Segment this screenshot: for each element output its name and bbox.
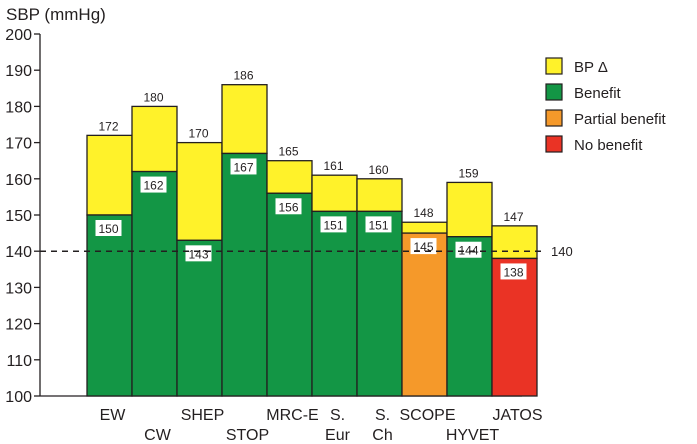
- bar-achieved-value-label: 167: [233, 160, 253, 174]
- y-tick-label: 150: [5, 208, 32, 225]
- y-tick-label: 130: [5, 280, 32, 297]
- y-tick-label: 140: [5, 244, 32, 261]
- y-tick-label: 110: [6, 353, 32, 370]
- y-tick-label: 100: [5, 389, 32, 406]
- achieved-label-box: [230, 158, 257, 175]
- bar-achieved: [401, 232, 448, 397]
- bar-bp-delta: [86, 134, 133, 216]
- achieved-label-box: [140, 176, 167, 193]
- bar-top-value-label: 165: [278, 145, 298, 159]
- x-tick-label: S.: [330, 407, 345, 424]
- bar-bp-delta: [491, 225, 538, 260]
- bar-achieved: [356, 210, 403, 397]
- x-tick-label: Ch: [372, 427, 392, 444]
- x-tick-label: CW: [144, 427, 172, 444]
- legend: BP Δ Benefit Partial benefit No benefit: [545, 57, 667, 154]
- bar-achieved-value-label: 143: [188, 247, 208, 261]
- legend-swatch: [545, 135, 563, 153]
- bar-achieved: [311, 210, 358, 397]
- legend-swatch: [545, 57, 563, 75]
- bar-achieved-value-label: 151: [368, 218, 388, 232]
- bar-top-value-label: 161: [323, 159, 343, 173]
- bar-top-value-label: 148: [413, 206, 433, 220]
- bar-achieved-value-label: 150: [98, 222, 118, 236]
- bar-top-value-label: 147: [503, 210, 523, 224]
- x-tick-label: SCOPE: [399, 407, 455, 424]
- bar-achieved-value-label: 138: [503, 265, 523, 279]
- achieved-label-box: [185, 245, 212, 262]
- bar-bp-delta: [176, 141, 223, 241]
- achieved-label-box: [95, 220, 122, 236]
- achieved-label-box: [365, 216, 392, 233]
- y-tick-label: 190: [5, 63, 32, 80]
- bar-top-value-label: 170: [188, 127, 208, 141]
- bar-achieved-value-label: 144: [458, 244, 478, 258]
- x-tick-label: JATOS: [492, 407, 542, 424]
- bar-achieved: [176, 239, 223, 397]
- x-tick-label: MRC-E: [266, 407, 318, 424]
- legend-label: BP Δ: [574, 59, 608, 76]
- achieved-label-box: [275, 198, 302, 215]
- legend-label: Partial benefit: [574, 111, 667, 128]
- bar-bp-delta: [131, 105, 178, 173]
- bar-top-value-label: 172: [98, 119, 118, 133]
- y-axis-ticks: 100 110 120 130 140 150 160 170 180 190 200: [5, 27, 40, 406]
- bar-achieved-value-label: 151: [323, 218, 343, 232]
- y-tick-label: 170: [5, 136, 32, 153]
- y-tick-label: 200: [5, 27, 32, 44]
- achieved-label-box: [320, 216, 347, 233]
- x-tick-label: S.: [375, 407, 390, 424]
- bar-achieved: [446, 236, 493, 397]
- bar-achieved-value-label: 162: [143, 179, 163, 193]
- x-tick-label: STOP: [226, 427, 269, 444]
- y-axis-title: SBP (mmHg): [6, 5, 106, 24]
- achieved-label-box: [455, 241, 482, 258]
- bar-bp-delta: [266, 160, 313, 194]
- legend-swatch: [545, 109, 563, 127]
- bar-bp-delta: [311, 174, 358, 213]
- bar-achieved: [491, 257, 538, 397]
- legend-label: No benefit: [574, 137, 643, 154]
- legend-label: Benefit: [574, 85, 622, 102]
- bar-top-value-label: 159: [458, 166, 478, 180]
- x-tick-label: SHEP: [181, 407, 225, 424]
- x-tick-label: EW: [100, 407, 127, 424]
- bar-achieved-value-label: 145: [413, 240, 433, 254]
- bar-top-value-label: 180: [143, 90, 163, 104]
- reference-line-group: 140: [40, 244, 573, 259]
- bar-top-value-label: 160: [368, 163, 388, 177]
- bar-bp-delta: [401, 221, 448, 234]
- achieved-label-box: [410, 238, 437, 255]
- bar-bp-delta: [221, 84, 268, 155]
- bar-achieved-value-label: 156: [278, 200, 298, 214]
- bar-bp-delta: [356, 178, 403, 213]
- y-tick-label: 180: [5, 99, 32, 116]
- bar-achieved: [221, 152, 268, 397]
- x-tick-label: HYVET: [446, 427, 500, 444]
- bar-top-value-label: 186: [233, 69, 253, 83]
- bar-achieved: [266, 192, 313, 397]
- legend-swatch: [545, 83, 563, 101]
- x-tick-label: Eur: [325, 427, 351, 444]
- bar-bp-delta: [446, 181, 493, 238]
- achieved-label-box: [500, 263, 527, 280]
- reference-line-label: 140: [551, 244, 573, 259]
- bar-achieved: [86, 214, 133, 397]
- bar-series: 172 150 180 162 170 143 186 167 165 156 161 151 160 1…: [86, 69, 538, 397]
- y-tick-label: 120: [5, 317, 32, 334]
- y-tick-label: 160: [5, 172, 32, 189]
- bar-achieved: [131, 170, 178, 397]
